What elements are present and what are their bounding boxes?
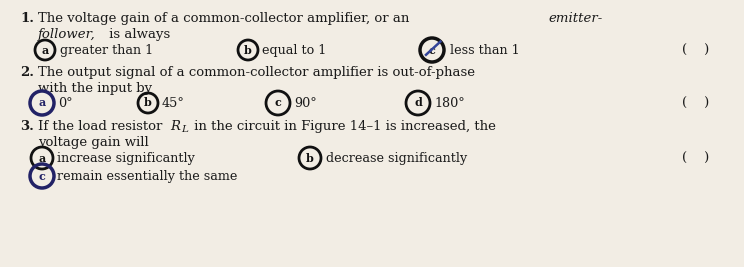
Text: less than 1: less than 1 xyxy=(450,44,519,57)
Text: voltage gain will: voltage gain will xyxy=(38,136,149,149)
Text: b: b xyxy=(306,152,314,163)
Text: follower,: follower, xyxy=(38,28,96,41)
Text: remain essentially the same: remain essentially the same xyxy=(57,170,237,183)
Text: equal to 1: equal to 1 xyxy=(262,44,327,57)
Text: d: d xyxy=(414,97,422,108)
Text: increase significantly: increase significantly xyxy=(57,152,195,165)
Text: 1.: 1. xyxy=(20,12,34,25)
Text: The voltage gain of a common-collector amplifier, or an: The voltage gain of a common-collector a… xyxy=(38,12,414,25)
Text: a: a xyxy=(39,152,45,163)
Text: in the circuit in Figure 14–1 is increased, the: in the circuit in Figure 14–1 is increas… xyxy=(190,120,496,133)
Text: 45°: 45° xyxy=(162,97,185,110)
Text: (    ): ( ) xyxy=(682,97,709,110)
Text: b: b xyxy=(244,45,252,56)
Text: c: c xyxy=(275,97,281,108)
Text: 2.: 2. xyxy=(20,66,34,79)
Text: The output signal of a common-collector amplifier is out-of-phase: The output signal of a common-collector … xyxy=(38,66,475,79)
Text: L: L xyxy=(181,125,188,134)
Text: 180°: 180° xyxy=(434,97,465,110)
Text: a: a xyxy=(42,45,48,56)
Text: decrease significantly: decrease significantly xyxy=(326,152,467,165)
Text: (    ): ( ) xyxy=(682,44,709,57)
Text: greater than 1: greater than 1 xyxy=(60,44,153,57)
Text: a: a xyxy=(39,97,45,108)
Text: emitter-: emitter- xyxy=(548,12,602,25)
Text: c: c xyxy=(429,45,435,56)
Text: with the input by: with the input by xyxy=(38,82,152,95)
Text: 90°: 90° xyxy=(294,97,317,110)
Text: c: c xyxy=(39,171,45,182)
Text: If the load resistor: If the load resistor xyxy=(38,120,167,133)
Text: (    ): ( ) xyxy=(682,152,709,165)
Text: 0°: 0° xyxy=(58,97,73,110)
Text: R: R xyxy=(170,120,180,133)
Text: is always: is always xyxy=(105,28,170,41)
Text: 3.: 3. xyxy=(20,120,34,133)
Text: b: b xyxy=(144,97,152,108)
